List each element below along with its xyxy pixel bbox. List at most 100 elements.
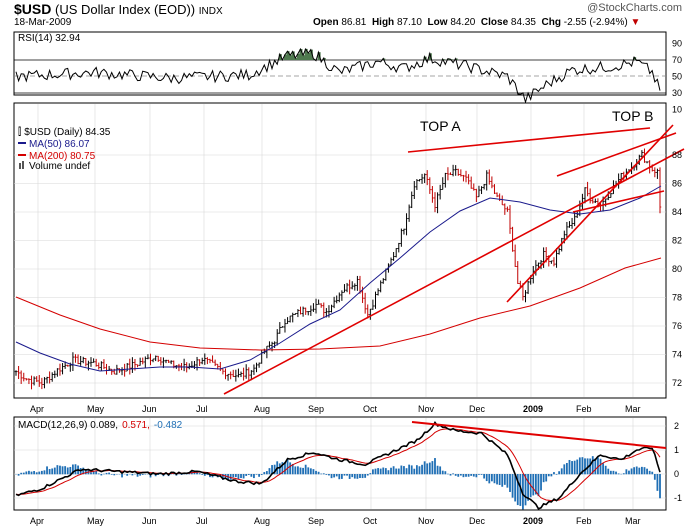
macd-hist-bar bbox=[299, 467, 302, 475]
macd-hist-bar bbox=[576, 459, 579, 475]
rsi-overbought-fill bbox=[302, 55, 306, 60]
price-tick-label: 86 bbox=[672, 179, 682, 189]
macd-hist-bar bbox=[229, 474, 232, 480]
legend-ma200: MA(200) 80.75 bbox=[29, 151, 96, 162]
macd-hist-bar bbox=[434, 458, 436, 475]
month-label: 2009 bbox=[523, 404, 543, 414]
price-legend: ⫿ $USD (Daily) 84.35 MA(50) 86.07 MA(200)… bbox=[17, 126, 111, 172]
macd-hist-bar bbox=[40, 470, 43, 475]
macd-hist-bar bbox=[234, 474, 237, 478]
macd-hist-bar bbox=[511, 474, 514, 498]
macd-hist-bar bbox=[61, 466, 64, 475]
trendline bbox=[506, 124, 674, 303]
price-tick-label: 74 bbox=[672, 350, 682, 360]
rsi-overbought-fill bbox=[289, 55, 293, 60]
macd-hist-bar bbox=[447, 473, 449, 475]
month-label: Dec bbox=[469, 404, 486, 414]
rsi-overbought-fill bbox=[446, 58, 450, 60]
month-label: Nov bbox=[418, 404, 435, 414]
macd-hist-bar bbox=[405, 468, 408, 475]
macd-hist-bar bbox=[413, 468, 416, 475]
macd-hist-bar bbox=[501, 474, 504, 487]
macd-hist-bar bbox=[392, 466, 395, 475]
macd-hist-bar bbox=[258, 474, 261, 477]
open-value: 86.81 bbox=[341, 17, 367, 28]
macd-hist-bar bbox=[307, 467, 310, 475]
macd-hist-bar bbox=[71, 464, 74, 475]
macd-hist-bar bbox=[46, 466, 48, 475]
macd-hist-bar bbox=[320, 473, 323, 475]
macd-hist-bar bbox=[273, 464, 276, 475]
macd-hist-bar bbox=[436, 465, 439, 475]
rsi-overbought-fill bbox=[291, 51, 295, 60]
macd-hist-bar bbox=[348, 474, 351, 479]
macd-hist-bar bbox=[126, 474, 129, 476]
macd-hist-bar bbox=[353, 474, 356, 479]
macd-hist-bar bbox=[646, 468, 648, 475]
ma200-line bbox=[15, 257, 662, 351]
macd-hist-bar bbox=[534, 474, 537, 495]
macd-hist-bar bbox=[312, 469, 315, 475]
rsi-overbought-fill bbox=[317, 52, 321, 60]
macd-hist-bar bbox=[338, 474, 341, 480]
macd-hist-bar bbox=[467, 474, 470, 477]
macd-hist-bar bbox=[25, 471, 28, 475]
macd-hist-bar bbox=[340, 474, 343, 479]
macd-tick-label: 2 bbox=[674, 421, 679, 431]
price-panel: TOP A TOP B ⫿ $USD (Daily) 84.35 MA(50) 8… bbox=[13, 102, 685, 414]
rsi-overbought-fill bbox=[278, 54, 282, 60]
macd-hist-bar bbox=[22, 472, 25, 475]
macd-hist-bar bbox=[121, 474, 123, 478]
month-label: Jul bbox=[196, 404, 208, 414]
macd-hist-bar bbox=[410, 465, 413, 475]
price-tick-label: 78 bbox=[672, 293, 682, 303]
macd-hist-bar bbox=[28, 470, 30, 475]
macd-hist-bar bbox=[571, 461, 573, 475]
macd-hist-bar bbox=[439, 466, 442, 475]
macd-hist-bar bbox=[59, 465, 61, 475]
macd-hist-bar bbox=[351, 474, 354, 478]
macd-tick-label: 1 bbox=[674, 445, 679, 455]
macd-hist-value: -0.482 bbox=[154, 420, 183, 431]
macd-hist-bar bbox=[609, 470, 612, 475]
macd-hist-bar bbox=[403, 466, 405, 475]
top-a-annotation: TOP A bbox=[420, 118, 461, 134]
macd-hist-bar bbox=[157, 474, 160, 475]
legend-volume: Volume undef bbox=[29, 161, 90, 172]
macd-hist-bar bbox=[591, 456, 594, 475]
macd-hist-bar bbox=[653, 474, 656, 480]
down-arrow-icon: ▼ bbox=[630, 17, 641, 28]
month-label: May bbox=[87, 516, 105, 526]
macd-hist-bar bbox=[382, 467, 385, 475]
macd-hist-bar bbox=[457, 474, 460, 477]
macd-hist-bar bbox=[198, 473, 201, 475]
macd-hist-bar bbox=[459, 474, 462, 476]
macd-hist-bar bbox=[108, 472, 111, 475]
macd-hist-bar bbox=[638, 467, 641, 475]
macd-hist-bar bbox=[397, 468, 400, 475]
macd-hist-bar bbox=[612, 470, 615, 475]
month-label: Jul bbox=[196, 516, 208, 526]
low-label: Low bbox=[427, 17, 448, 28]
month-label: Mar bbox=[625, 404, 641, 414]
macd-hist-bar bbox=[30, 471, 33, 475]
macd-hist-bar bbox=[550, 474, 553, 477]
month-label: Mar bbox=[625, 516, 641, 526]
macd-hist-bar bbox=[584, 458, 586, 475]
macd-hist-bar bbox=[532, 474, 535, 496]
macd-hist-bar bbox=[309, 468, 312, 475]
month-label: Aug bbox=[254, 404, 270, 414]
volume-legend-icon bbox=[19, 163, 21, 169]
macd-hist-bar bbox=[462, 474, 465, 478]
month-label: Jun bbox=[142, 516, 157, 526]
macd-hist-bar bbox=[659, 474, 661, 499]
macd-hist-bar bbox=[66, 467, 69, 475]
macd-hist-bar bbox=[594, 458, 597, 475]
macd-hist-bar bbox=[415, 465, 418, 475]
macd-hist-bar bbox=[203, 474, 206, 476]
month-label: Feb bbox=[576, 516, 592, 526]
macd-hist-bar bbox=[294, 466, 297, 475]
symbol: $USD bbox=[14, 1, 52, 17]
macd-hist-bar bbox=[547, 474, 550, 477]
month-label: Apr bbox=[30, 404, 44, 414]
